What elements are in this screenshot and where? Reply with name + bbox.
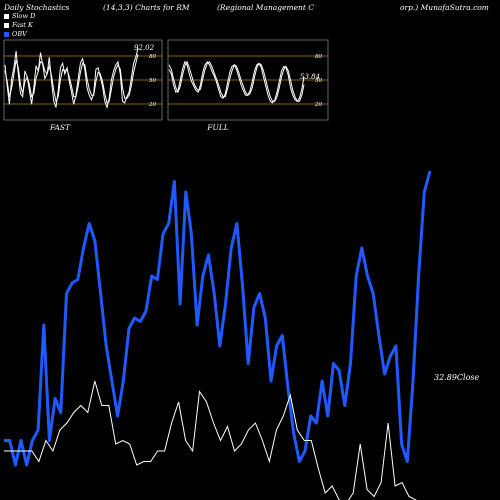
close-value-label: 32.89Close	[434, 373, 480, 382]
close-price-line	[4, 380, 417, 500]
fast-k-line	[168, 60, 305, 104]
last-value-label: 53.84	[300, 73, 320, 81]
tick-label: 50	[149, 78, 156, 84]
legend-swatch	[4, 23, 9, 28]
legend-label: Fast K	[12, 21, 33, 29]
fast-panel: 80 50 20 92.02 FAST	[3, 39, 163, 132]
last-value-label: 92.02	[134, 44, 155, 52]
tick-label: 80	[149, 54, 156, 60]
legend-item-fast-k: Fast K	[4, 21, 35, 30]
obv-line	[4, 170, 432, 467]
panel-xlabel: FULL	[206, 123, 229, 132]
legend-item-slow-d: Slow D	[4, 12, 35, 21]
tick-label: 50	[315, 78, 322, 84]
chart-title-params: (14,3,3) Charts for RM	[103, 3, 190, 12]
slow-d-line	[4, 54, 139, 104]
slow-d-line	[168, 60, 305, 102]
obv-panel: 32.89Close	[4, 170, 480, 500]
tick-label: 20	[148, 102, 156, 108]
legend-label: OBV	[12, 30, 27, 38]
legend: Slow D Fast K OBV	[4, 12, 35, 39]
legend-swatch	[4, 32, 9, 37]
legend-label: Slow D	[12, 12, 36, 20]
legend-swatch	[4, 14, 9, 19]
panel-xlabel: FAST	[49, 123, 71, 132]
tick-label: 80	[315, 54, 322, 60]
full-panel: 80 50 20 53.84 FULL	[167, 39, 329, 132]
tick-label: 20	[314, 102, 322, 108]
chart-title-left: Daily Stochastics	[4, 3, 70, 12]
legend-item-obv: OBV	[4, 30, 35, 39]
chart-title-site: orp.) MunafaSutra.com	[400, 3, 489, 12]
chart-title-company: (Regional Management C	[217, 3, 315, 12]
